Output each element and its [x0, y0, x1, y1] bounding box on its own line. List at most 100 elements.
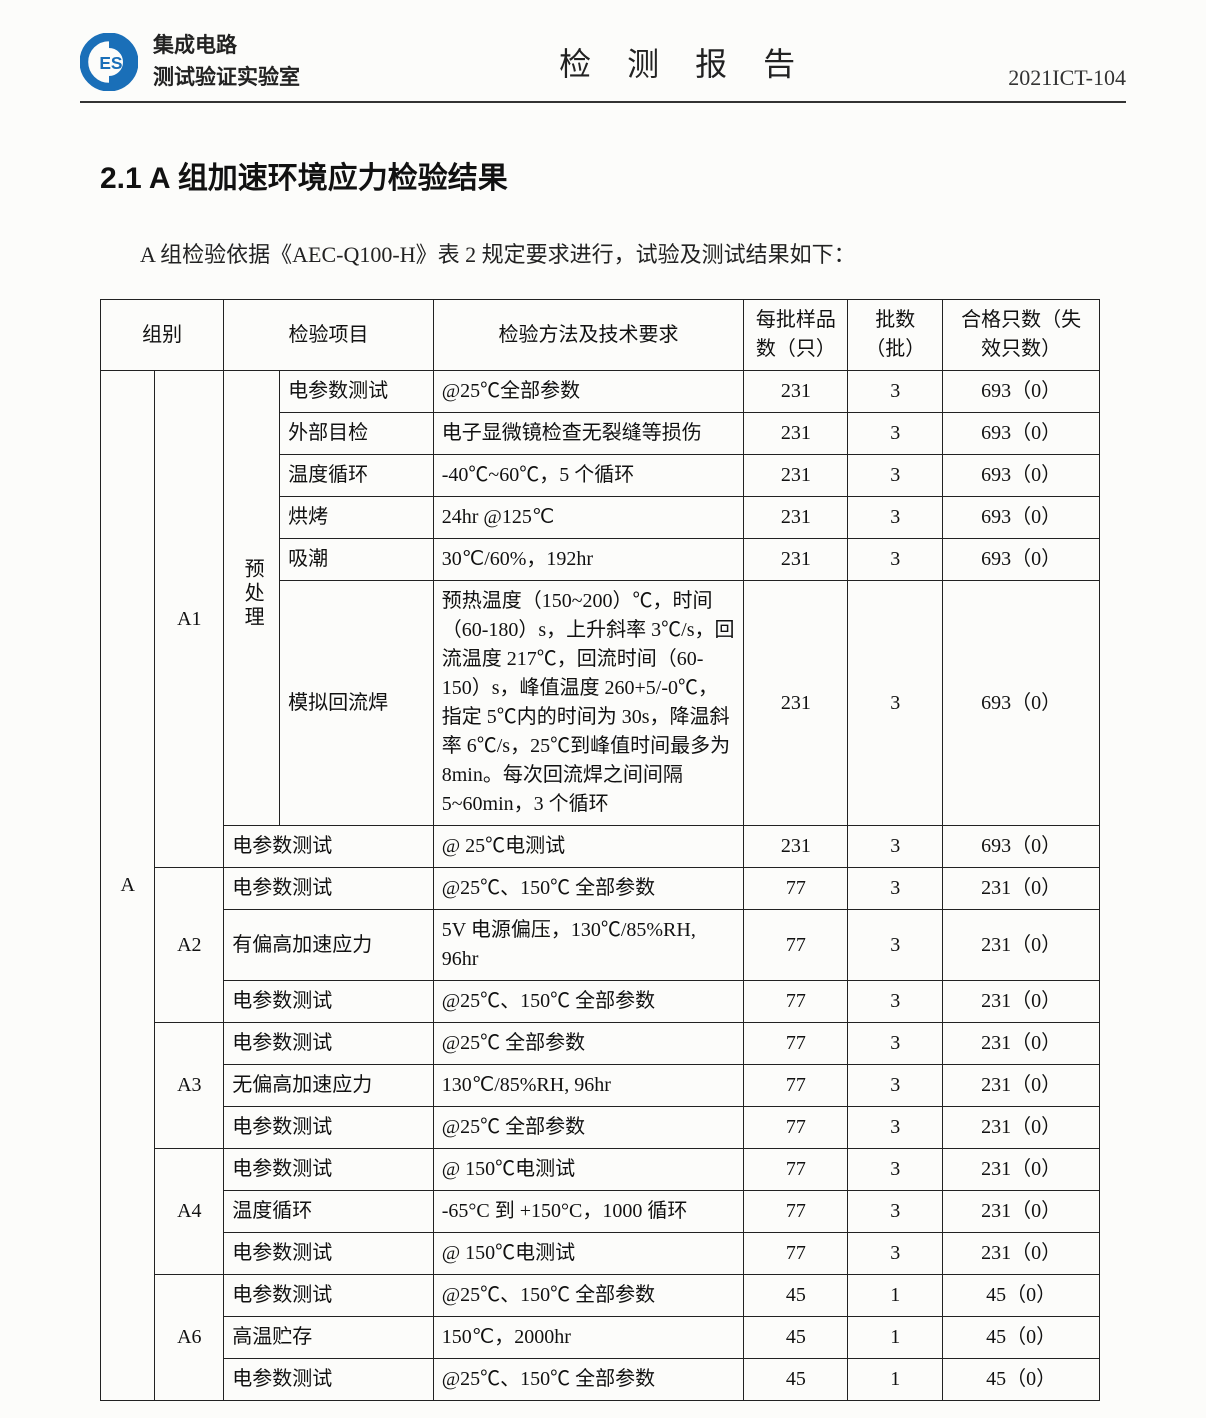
cell-samples: 45 [744, 1317, 848, 1359]
cell-batches: 3 [848, 826, 943, 868]
cell-pass: 231（0） [943, 1191, 1100, 1233]
cell-item: 电参数测试 [224, 868, 434, 910]
cell-samples: 77 [744, 1149, 848, 1191]
table-row: 电参数测试 @25℃ 全部参数 77 3 231（0） [101, 1107, 1100, 1149]
cell-req: @25℃ 全部参数 [433, 1107, 744, 1149]
cell-batches: 3 [848, 981, 943, 1023]
cell-req: 24hr @125℃ [433, 497, 744, 539]
org-line2: 测试验证实验室 [153, 62, 300, 94]
th-test-item: 检验项目 [224, 300, 434, 371]
cell-samples: 45 [744, 1359, 848, 1401]
cell-req: -40℃~60℃，5 个循环 [433, 455, 744, 497]
cell-pass: 45（0） [943, 1275, 1100, 1317]
cell-samples: 77 [744, 1065, 848, 1107]
cell-req: @25℃全部参数 [433, 371, 744, 413]
cell-samples: 231 [744, 581, 848, 826]
document-number: 2021ICT-104 [1008, 65, 1126, 93]
table-header-row: 组别 检验项目 检验方法及技术要求 每批样品数（只） 批数（批） 合格只数（失效… [101, 300, 1100, 371]
cell-pass: 231（0） [943, 1023, 1100, 1065]
header-left: ESI 集成电路 测试验证实验室 [80, 30, 300, 93]
cell-batches: 1 [848, 1317, 943, 1359]
cell-pass: 693（0） [943, 497, 1100, 539]
cell-samples: 231 [744, 539, 848, 581]
table-row: A A1 预处理 电参数测试 @25℃全部参数 231 3 693（0） [101, 371, 1100, 413]
cell-pass: 231（0） [943, 981, 1100, 1023]
table-row: 有偏高加速应力 5V 电源偏压，130℃/85%RH, 96hr 77 3 23… [101, 910, 1100, 981]
cell-batches: 3 [848, 497, 943, 539]
cell-item: 电参数测试 [224, 1233, 434, 1275]
cell-samples: 231 [744, 371, 848, 413]
results-table: 组别 检验项目 检验方法及技术要求 每批样品数（只） 批数（批） 合格只数（失效… [100, 299, 1100, 1401]
cell-req: 130℃/85%RH, 96hr [433, 1065, 744, 1107]
cell-item: 高温贮存 [224, 1317, 434, 1359]
cell-batches: 3 [848, 910, 943, 981]
th-batches: 批数（批） [848, 300, 943, 371]
cell-batches: 3 [848, 1149, 943, 1191]
cell-item: 无偏高加速应力 [224, 1065, 434, 1107]
cell-pass: 693（0） [943, 539, 1100, 581]
org-line1: 集成电路 [153, 30, 300, 62]
cell-batches: 3 [848, 1023, 943, 1065]
cell-batches: 3 [848, 1191, 943, 1233]
logo-text: ESI [99, 52, 127, 72]
table-row: 电参数测试 @ 150℃电测试 77 3 231（0） [101, 1233, 1100, 1275]
cell-batches: 3 [848, 539, 943, 581]
cell-pass: 693（0） [943, 371, 1100, 413]
subgroup-a2: A2 [155, 868, 224, 1023]
org-name: 集成电路 测试验证实验室 [153, 30, 300, 93]
cell-pass: 693（0） [943, 455, 1100, 497]
report-title: 检 测 报 告 [300, 39, 1008, 85]
cell-samples: 77 [744, 1023, 848, 1065]
cell-req: 预热温度（150~200）℃，时间（60-180）s，上升斜率 3℃/s，回流温… [433, 581, 744, 826]
cell-req: 150℃，2000hr [433, 1317, 744, 1359]
cell-item: 电参数测试 [280, 371, 434, 413]
cell-pass: 693（0） [943, 413, 1100, 455]
cell-item: 电参数测试 [224, 1149, 434, 1191]
cell-item: 温度循环 [224, 1191, 434, 1233]
page: ESI 集成电路 测试验证实验室 检 测 报 告 2021ICT-104 2.1… [0, 0, 1206, 1418]
cell-batches: 3 [848, 1107, 943, 1149]
cell-pass: 45（0） [943, 1317, 1100, 1359]
cell-req: -65°C 到 +150°C，1000 循环 [433, 1191, 744, 1233]
cell-pass: 693（0） [943, 826, 1100, 868]
cell-pass: 231（0） [943, 1149, 1100, 1191]
cell-batches: 3 [848, 1233, 943, 1275]
table-header: 组别 检验项目 检验方法及技术要求 每批样品数（只） 批数（批） 合格只数（失效… [101, 300, 1100, 371]
table-row: 电参数测试 @ 25℃电测试 231 3 693（0） [101, 826, 1100, 868]
group-main: A [101, 371, 155, 1401]
subgroup-a3: A3 [155, 1023, 224, 1149]
subgroup-a6: A6 [155, 1275, 224, 1401]
table-row: 高温贮存 150℃，2000hr 45 1 45（0） [101, 1317, 1100, 1359]
table-row: A3 电参数测试 @25℃ 全部参数 77 3 231（0） [101, 1023, 1100, 1065]
cell-req: @ 150℃电测试 [433, 1149, 744, 1191]
cell-req: 电子显微镜检查无裂缝等损伤 [433, 413, 744, 455]
th-samples: 每批样品数（只） [744, 300, 848, 371]
cell-item: 烘烤 [280, 497, 434, 539]
cell-samples: 77 [744, 981, 848, 1023]
cell-pass: 231（0） [943, 1107, 1100, 1149]
cell-item: 电参数测试 [224, 1107, 434, 1149]
cell-samples: 77 [744, 1191, 848, 1233]
section-title: 2.1 A 组加速环境应力检验结果 [100, 153, 1126, 197]
page-header: ESI 集成电路 测试验证实验室 检 测 报 告 2021ICT-104 [80, 30, 1126, 103]
subgroup-a1: A1 [155, 371, 224, 868]
table-row: 电参数测试 @25℃、150℃ 全部参数 45 1 45（0） [101, 1359, 1100, 1401]
th-pass: 合格只数（失效只数） [943, 300, 1100, 371]
cell-req: @25℃、150℃ 全部参数 [433, 1359, 744, 1401]
cell-item: 电参数测试 [224, 981, 434, 1023]
cell-batches: 3 [848, 413, 943, 455]
cell-pass: 231（0） [943, 1065, 1100, 1107]
cell-pass: 231（0） [943, 1233, 1100, 1275]
cell-samples: 45 [744, 1275, 848, 1317]
table-row: 温度循环 -65°C 到 +150°C，1000 循环 77 3 231（0） [101, 1191, 1100, 1233]
cell-item: 电参数测试 [224, 826, 434, 868]
esi-logo-icon: ESI [80, 33, 138, 91]
cell-samples: 77 [744, 1233, 848, 1275]
cell-pass: 231（0） [943, 868, 1100, 910]
cell-item: 电参数测试 [224, 1023, 434, 1065]
intro-text: A 组检验依据《AEC-Q100-H》表 2 规定要求进行，试验及测试结果如下： [140, 237, 1126, 269]
cell-samples: 77 [744, 1107, 848, 1149]
cell-batches: 1 [848, 1359, 943, 1401]
table-row: 无偏高加速应力 130℃/85%RH, 96hr 77 3 231（0） [101, 1065, 1100, 1107]
cell-item: 电参数测试 [224, 1359, 434, 1401]
